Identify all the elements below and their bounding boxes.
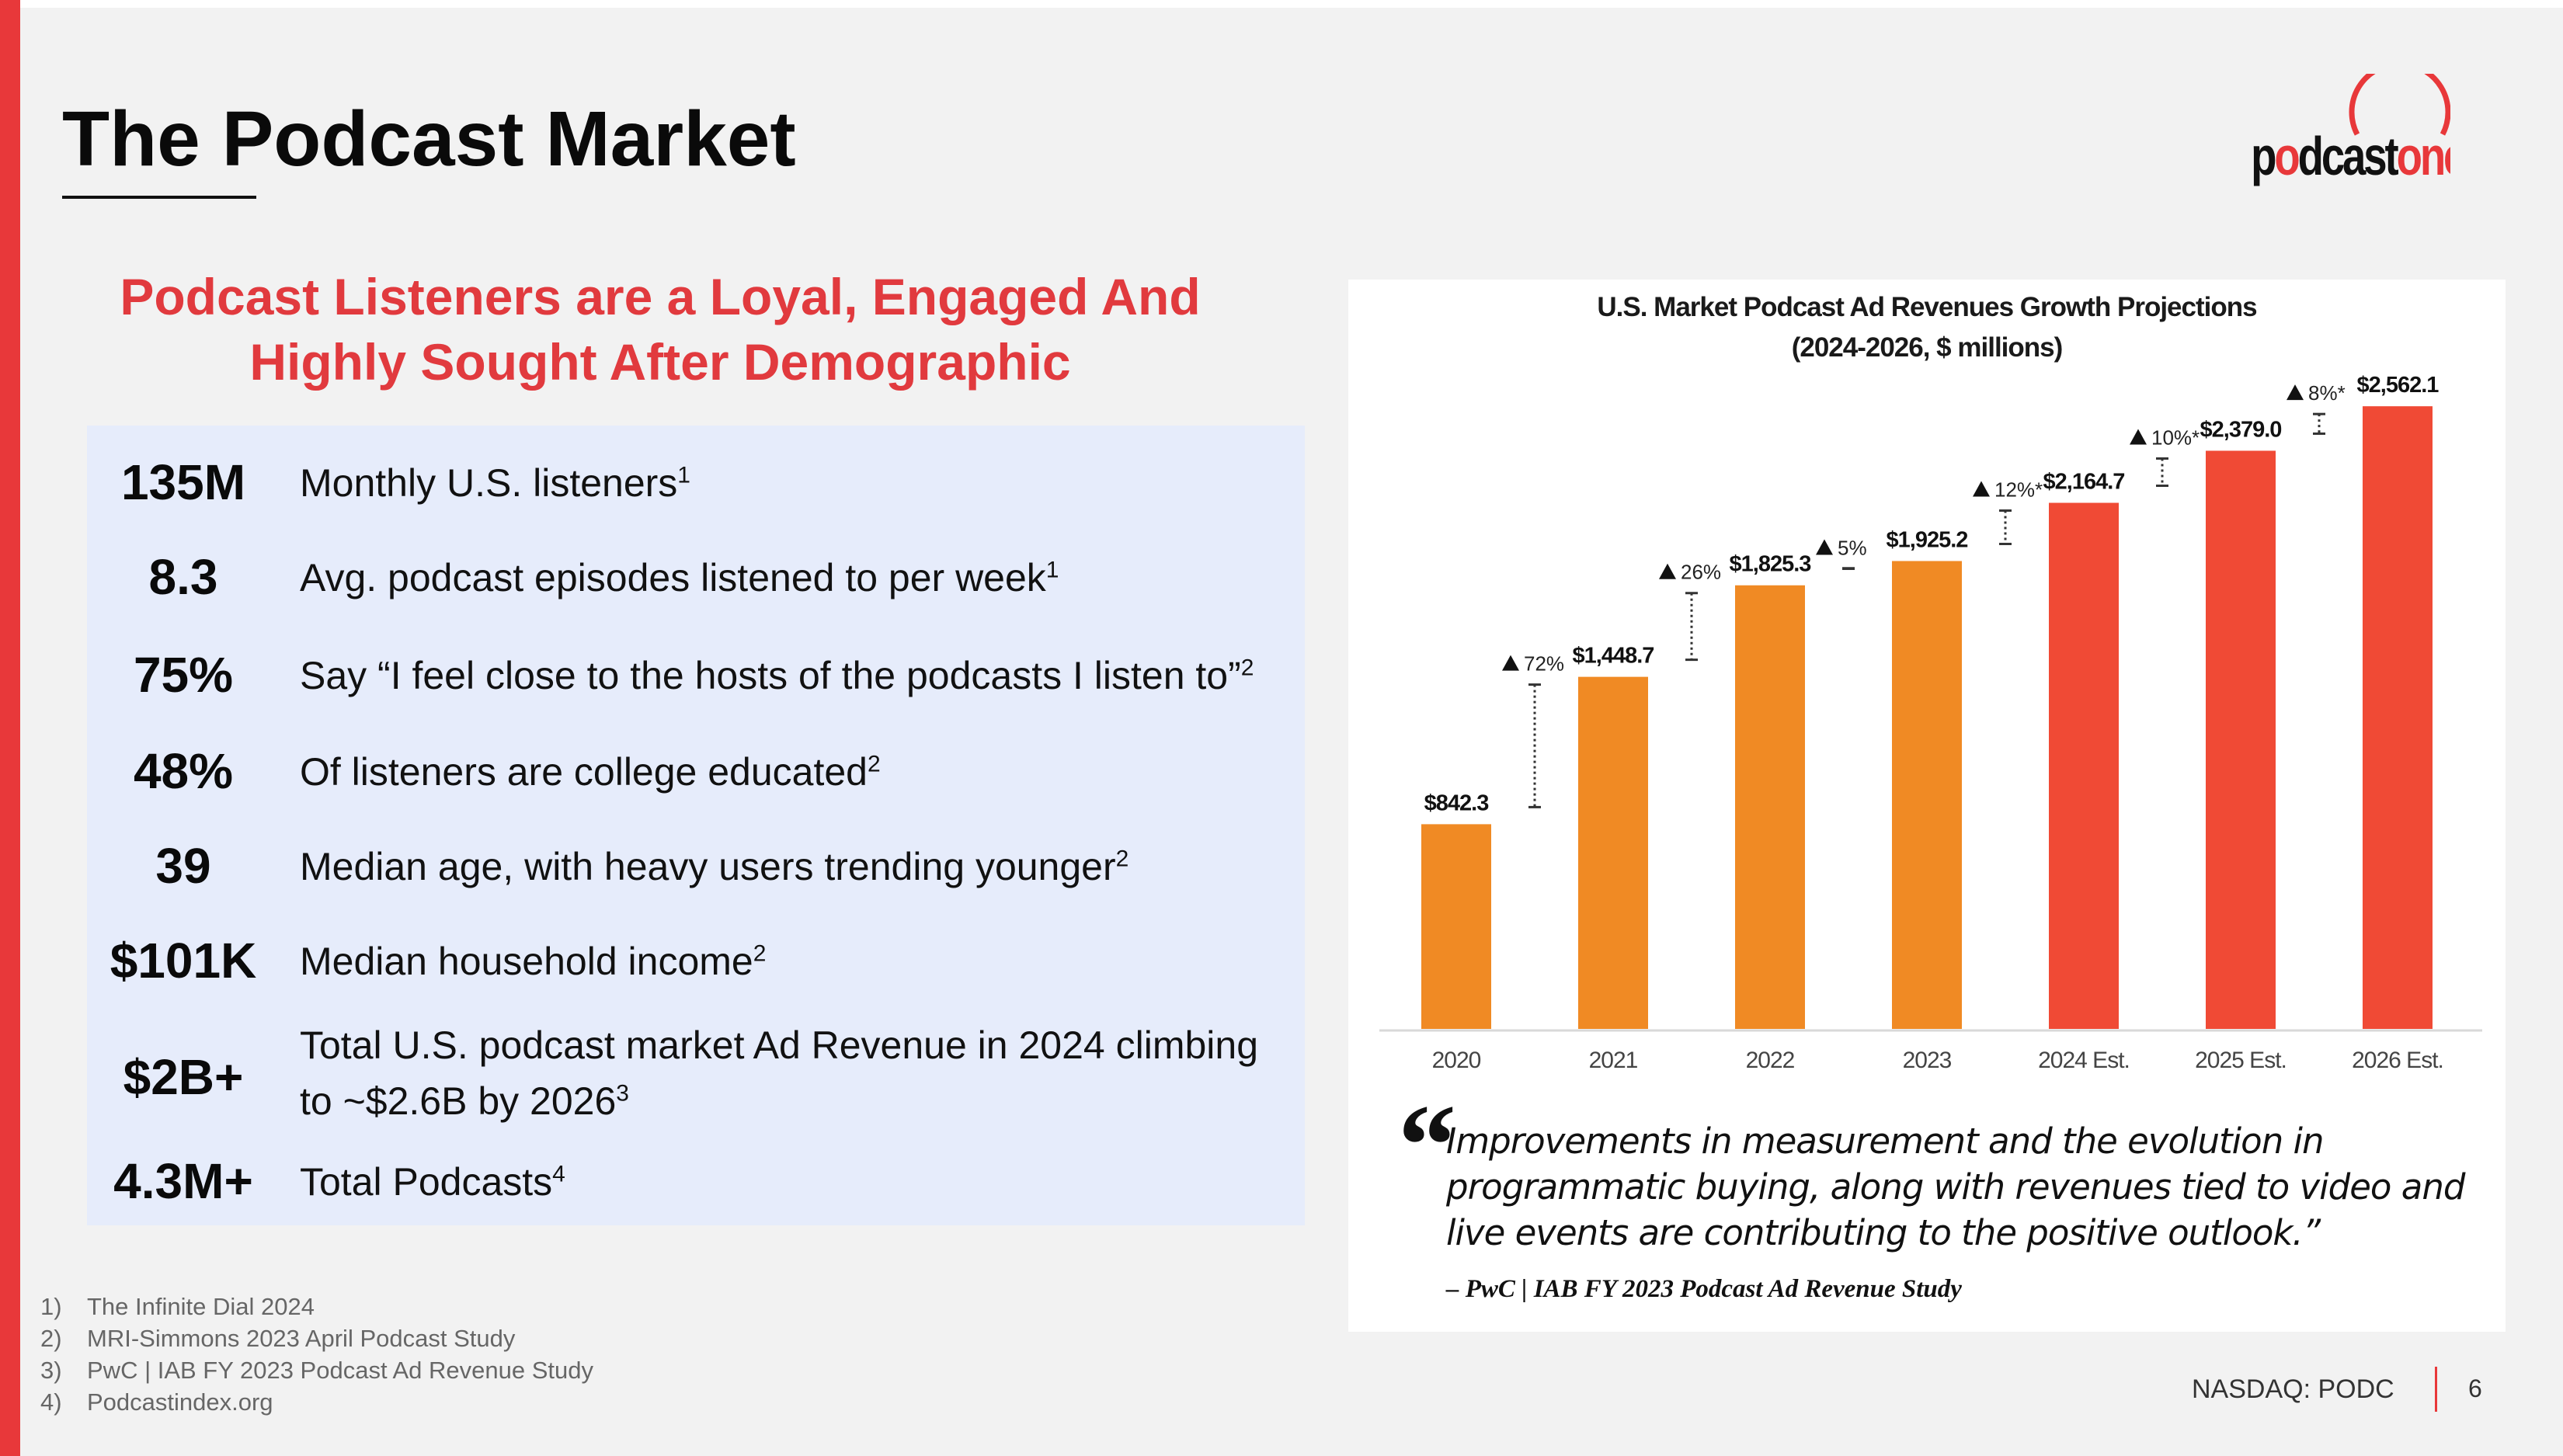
stat-value: 48% [133,743,234,799]
stat-desc: Median age, with heavy users trending yo… [300,845,1129,888]
growth-up-arrow [2287,384,2304,401]
accent-bar [0,0,20,1456]
category-label: 2020 [1432,1048,1481,1073]
stat-desc: Say “I feel close to the hosts of the po… [300,654,1254,697]
stat-desc: Monthly U.S. listeners1 [300,461,690,505]
quote-text: Improvements in measurement and the evol… [1446,1121,2465,1253]
growth-up-arrow [1816,539,1833,555]
bar [2049,502,2119,1029]
chart-title: U.S. Market Podcast Ad Revenues Growth P… [1597,292,2257,322]
stat-value: $101K [110,933,257,989]
bar [1892,561,1962,1029]
footnote: 1) The Infinite Dial 2024 [40,1293,315,1320]
chart-subtitle: (2024-2026, $ millions) [1791,332,2064,363]
growth-label: 8%* [2308,381,2346,405]
stat-value: $2B+ [123,1049,244,1105]
value-label: $2,164.7 [2043,470,2125,495]
footnote: 3) PwC | IAB FY 2023 Podcast Ad Revenue S… [40,1357,593,1384]
value-label: $1,448.7 [1573,644,1654,669]
footnotes: 1) The Infinite Dial 2024 2) MRI-Simmons 2… [40,1291,593,1418]
subtitle-line-2: Highly Sought After Demographic [249,333,1071,391]
growth-up-arrow [1502,655,1519,671]
bar [1735,585,1805,1029]
stats-panel: 135M Monthly U.S. listeners1 8.3 Avg. po… [87,426,1305,1225]
category-label: 2023 [1903,1048,1952,1073]
stat-desc: Total Podcasts4 [300,1160,565,1204]
podcastone-logo: podcastone [2251,74,2450,187]
stat-value: 39 [155,838,211,894]
logo-text-a: p [2251,127,2275,187]
category-label: 2026 Est. [2352,1048,2443,1073]
slide-title: The Podcast Market [62,96,796,182]
category-label: 2022 [1746,1048,1795,1073]
logo-text-b: dcast [2298,127,2399,187]
footnote: 2) MRI-Simmons 2023 April Podcast Study [40,1325,516,1352]
value-label: $1,825.3 [1730,552,1812,577]
bar [2206,450,2276,1029]
stat-value: 75% [133,647,234,703]
stat-desc: Of listeners are college educated2 [300,750,881,794]
bar [1578,676,1648,1029]
stat-value: 135M [120,454,246,510]
growth-up-arrow [1973,481,1990,497]
growth-label: 26% [1681,561,1721,584]
growth-up-arrow [1659,563,1676,579]
section-subtitle: Podcast Listeners are a Loyal, Engaged A… [78,264,1243,394]
growth-label: 5% [1838,536,1867,559]
growth-label: 10%* [2151,426,2200,449]
growth-up-arrow [2130,429,2147,445]
logo-text-c: one [2397,127,2450,187]
chart-card: U.S. Market Podcast Ad Revenues Growth P… [1348,280,2506,1332]
stat-desc: Median household income2 [300,940,767,983]
stat-desc: Total U.S. podcast market Ad Revenue in … [300,1023,1259,1123]
value-label: $2,379.0 [2200,417,2282,442]
growth-label: 72% [1524,652,1564,676]
bar [2363,406,2433,1029]
value-label: $2,562.1 [2357,373,2440,398]
value-label: $842.3 [1424,791,1490,815]
quote-source: – PwC | IAB FY 2023 Podcast Ad Revenue S… [1446,1275,1962,1303]
page-separator [2435,1367,2437,1412]
svg-text:podcastone: podcastone [2251,127,2450,187]
value-label: $1,925.2 [1887,527,1968,552]
footnote: 4) Podcastindex.org [40,1388,273,1416]
category-label: 2021 [1589,1048,1638,1073]
stat-value: 4.3M+ [113,1153,253,1209]
bar [1421,824,1491,1029]
bar-chart: $842.3 2020 $1,448.7 2021 $1,825.3 2022 $1,925… [1379,373,2482,1073]
top-strip [0,0,2563,8]
ticker-label: NASDAQ: PODC [2192,1374,2394,1404]
category-label: 2025 Est. [2195,1048,2287,1073]
category-label: 2024 Est. [2038,1048,2130,1073]
page-number: 6 [2468,1374,2482,1402]
stat-desc: Avg. podcast episodes listened to per we… [300,556,1059,599]
stat-value: 8.3 [148,549,218,605]
title-underline [62,196,256,199]
growth-label: 12%* [1994,478,2043,502]
subtitle-line-1: Podcast Listeners are a Loyal, Engaged A… [120,268,1201,325]
quote-mark: “ [1398,1081,1456,1210]
